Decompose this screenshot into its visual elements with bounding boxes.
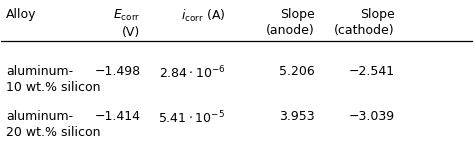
Text: 5.206: 5.206 xyxy=(279,65,315,78)
Text: aluminum-
10 wt.% silicon: aluminum- 10 wt.% silicon xyxy=(6,65,100,94)
Text: $E_\mathrm{corr}$
(V): $E_\mathrm{corr}$ (V) xyxy=(113,8,140,39)
Text: −1.498: −1.498 xyxy=(94,65,140,78)
Text: −3.039: −3.039 xyxy=(349,110,395,123)
Text: −1.414: −1.414 xyxy=(94,110,140,123)
Text: $i_\mathrm{corr}$ (A): $i_\mathrm{corr}$ (A) xyxy=(181,8,225,24)
Text: $5.41\cdot10^{-5}$: $5.41\cdot10^{-5}$ xyxy=(158,110,225,126)
Text: 3.953: 3.953 xyxy=(279,110,315,123)
Text: Slope
(anode): Slope (anode) xyxy=(266,8,315,37)
Text: Alloy: Alloy xyxy=(6,8,36,21)
Text: −2.541: −2.541 xyxy=(349,65,395,78)
Text: $2.84\cdot10^{-6}$: $2.84\cdot10^{-6}$ xyxy=(159,65,225,82)
Text: aluminum-
20 wt.% silicon: aluminum- 20 wt.% silicon xyxy=(6,110,100,139)
Text: Slope
(cathode): Slope (cathode) xyxy=(334,8,395,37)
